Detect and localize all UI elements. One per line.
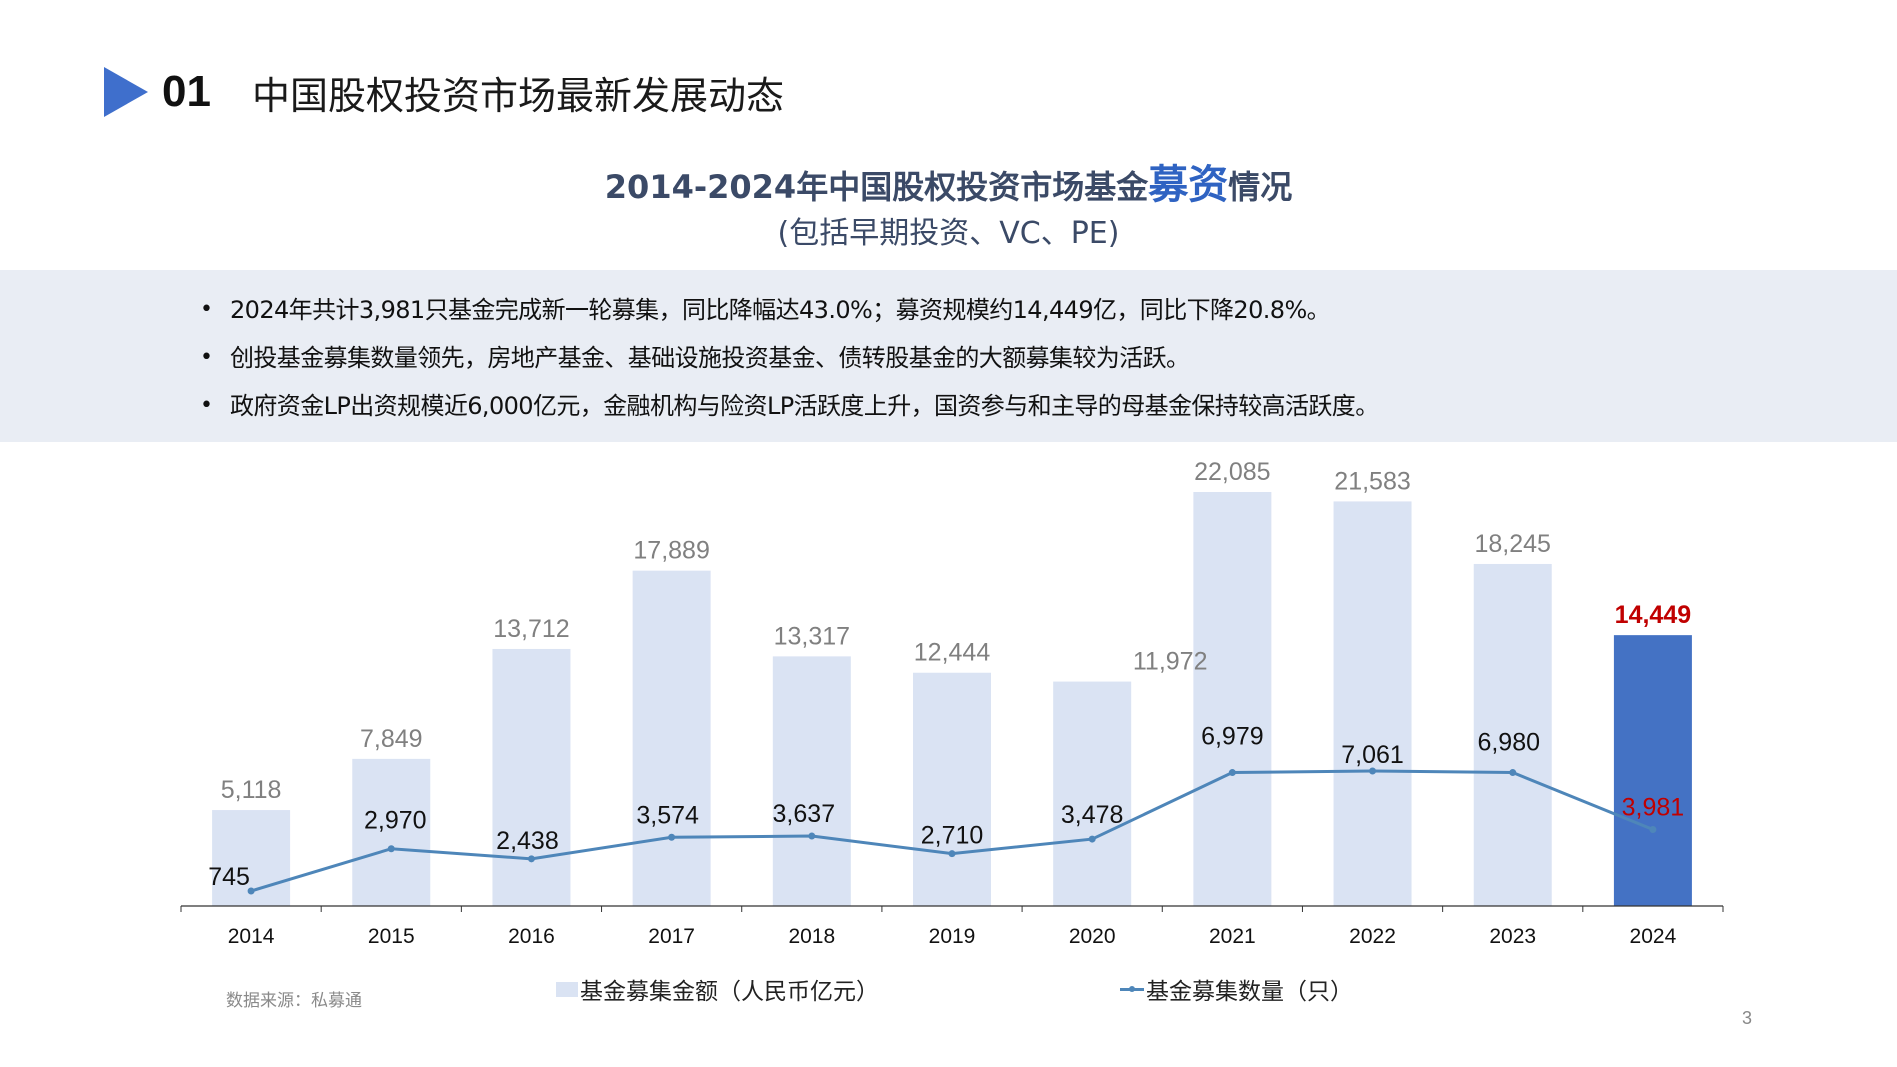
bar-label-2021: 22,085 [1194,458,1270,486]
count-point-2023 [1509,769,1517,777]
legend-label-amount: 基金募集金额（人民币亿元） [580,979,879,1005]
count-label-2022: 7,061 [1341,741,1404,769]
x-tick-label-2015: 2015 [368,925,415,948]
chart-title: 2014-2024年中国股权投资市场基金募资情况 [0,152,1897,210]
bar-2021 [1193,492,1272,906]
x-tick-label-2021: 2021 [1209,925,1256,948]
bar-2023 [1473,563,1552,906]
x-tick-label-2014: 2014 [228,925,275,948]
bar-label-2019: 12,444 [914,639,991,667]
bar-2018 [772,656,851,906]
bar-label-2015: 7,849 [360,725,423,753]
count-point-2024 [1649,826,1657,834]
chart-title-suffix: 情况 [1228,168,1293,206]
chart-title-highlight: 募资 [1148,162,1229,208]
count-label-2019: 2,710 [921,822,984,850]
source-note: 数据来源：私募通 [226,991,362,1011]
summary-bullet-2: 创投基金募集数量领先，房地产基金、基础设施投资基金、债转股基金的大额募集较为活跃… [200,334,1897,382]
count-point-2016 [527,855,535,863]
count-label-2014: 745 [208,863,250,891]
bar-2019 [913,672,991,906]
bar-2022 [1333,501,1412,906]
count-label-2017: 3,574 [636,801,699,829]
bar-2020 [1053,681,1132,906]
x-tick-label-2020: 2020 [1069,925,1116,948]
summary-bullet-3: 政府资金LP出资规模近6,000亿元，金融机构与险资LP活跃度上升，国资参与和主… [200,382,1897,430]
count-point-2021 [1228,769,1236,777]
section-header: 01 中国股权投资市场最新发展动态 [104,62,784,122]
summary-list: 2024年共计3,981只基金完成新一轮募集，同比降幅达43.0%；募资规模约1… [0,270,1897,430]
x-tick-label-2024: 2024 [1630,925,1677,948]
play-triangle-icon [104,67,148,117]
count-label-2023: 6,980 [1477,729,1540,757]
count-point-2014 [247,887,255,895]
count-label-2018: 3,637 [773,800,836,828]
bar-label-2014: 5,118 [221,776,282,804]
summary-bullet-1: 2024年共计3,981只基金完成新一轮募集，同比降幅达43.0%；募资规模约1… [200,286,1897,334]
count-label-2024: 3,981 [1622,794,1685,822]
legend-label-count: 基金募集数量（只） [1146,979,1353,1005]
fundraising-chart: 2014 2015 2016 2017 2018 2019 2020 2021 2022 2023… [180,458,1724,948]
legend-line-marker-icon [1120,985,1144,992]
x-tick-label-2017: 2017 [648,925,695,948]
bar-2017 [632,570,711,906]
bar-label-2022: 21,583 [1334,467,1410,495]
count-label-2020: 3,478 [1061,801,1124,829]
bar-label-2024: 14,449 [1615,601,1691,629]
page-number: 3 [1742,1008,1753,1028]
x-tick-label-2019: 2019 [929,925,976,948]
count-label-2015: 2,970 [364,807,427,835]
bar-2024 [1613,635,1692,906]
section-title: 中国股权投资市场最新发展动态 [252,73,785,118]
summary-panel: 2024年共计3,981只基金完成新一轮募集，同比降幅达43.0%；募资规模约1… [0,270,1897,442]
x-tick-label-2022: 2022 [1349,925,1396,948]
bar-2016 [492,648,571,906]
count-label-2016: 2,438 [496,827,559,855]
legend-item-count: 基金募集数量（只） [1120,972,1353,1006]
chart-title-prefix: 2014-2024年中国股权投资市场基金 [604,168,1149,206]
bar-label-2020: 11,972 [1133,648,1208,676]
count-point-2017 [668,833,676,841]
legend-item-amount: 基金募集金额（人民币亿元） [556,972,879,1006]
count-point-2018 [808,832,816,840]
x-tick-label-2016: 2016 [508,925,555,948]
x-tick-label-2018: 2018 [788,925,835,948]
count-point-2019 [948,850,956,858]
legend-swatch-amount [556,981,578,997]
bar-2015 [352,758,431,906]
count-point-2020 [1088,835,1096,843]
chart-subtitle: (包括早期投资、VC、PE) [777,216,1120,251]
bar-label-2016: 13,712 [493,615,569,643]
x-tick-label-2023: 2023 [1489,925,1536,948]
bar-label-2023: 18,245 [1474,530,1550,558]
count-point-2015 [387,845,395,853]
count-label-2021: 6,979 [1201,723,1264,751]
bar-label-2018: 13,317 [774,622,850,650]
chart-legend: 基金募集金额（人民币亿元） 基金募集数量（只） [0,972,1897,1005]
bar-label-2017: 17,889 [633,537,709,565]
count-point-2022 [1369,767,1377,775]
section-number: 01 [162,67,211,116]
